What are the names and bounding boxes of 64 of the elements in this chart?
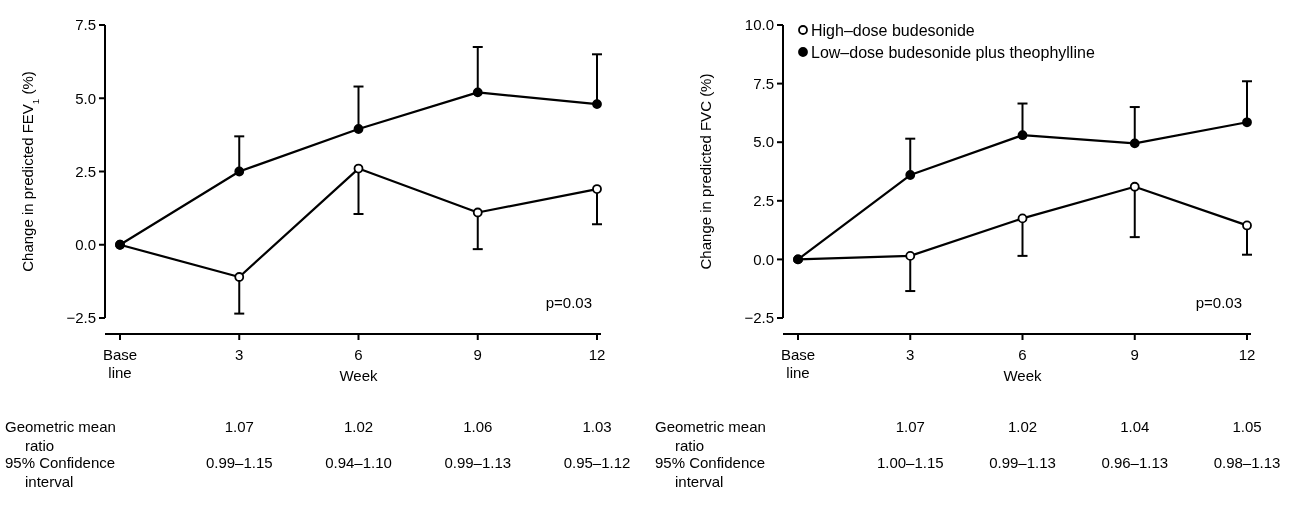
y-tick-label: 5.0 — [75, 89, 96, 107]
text: 0.94–1.10 — [325, 454, 392, 471]
point — [1129, 181, 1140, 192]
text: Geometric mean ratio — [655, 418, 766, 454]
point — [905, 250, 916, 261]
legend-label: Low–dose budesonide plus theophylline — [811, 43, 1095, 61]
text: 1.02 — [1007, 418, 1038, 435]
point — [472, 87, 483, 98]
point — [592, 184, 602, 194]
point — [234, 272, 245, 282]
y-tick-label: 7.5 — [75, 16, 96, 34]
x-axis-title: Week — [339, 367, 379, 384]
point — [1017, 213, 1028, 224]
y-tick-label: 2.5 — [753, 192, 774, 210]
point — [592, 99, 602, 110]
y-tick-label: 0.0 — [753, 250, 774, 268]
x-tick-label: Base line — [780, 346, 816, 381]
y-tick-label: −2.5 — [66, 309, 96, 327]
point — [1017, 130, 1028, 141]
x-tick-label: 12 — [588, 346, 606, 363]
legend-label: High–dose budesonide — [811, 21, 975, 39]
text: 95% Confidence interval — [655, 454, 766, 490]
text: 1.07 — [224, 418, 254, 435]
annotation: p=0.03 — [545, 294, 592, 311]
y-tick-label: −2.5 — [744, 309, 774, 327]
text: 0.99–1.13 — [989, 454, 1056, 471]
text: 0.98–1.13 — [1213, 454, 1281, 471]
text: 0.95–1.12 — [563, 454, 631, 471]
point — [1242, 117, 1252, 128]
x-tick-label: 3 — [235, 346, 244, 363]
text: 1.02 — [343, 418, 374, 435]
point — [234, 166, 245, 177]
y-tick-label: 7.5 — [753, 74, 774, 92]
x-tick-label: Base line — [102, 346, 138, 381]
y-tick-label: 0.0 — [75, 236, 96, 253]
text: 95% Confidence interval — [5, 454, 116, 490]
x-tick-label: 6 — [1018, 346, 1027, 363]
y-tick-label: 2.5 — [75, 162, 96, 180]
text: 0.99–1.13 — [444, 454, 512, 471]
text: 1.06 — [463, 418, 493, 435]
point — [353, 124, 364, 134]
text: 0.96–1.13 — [1101, 454, 1169, 471]
point — [1242, 220, 1252, 231]
text: 1.00–1.15 — [876, 454, 944, 471]
x-tick-label: 6 — [354, 346, 363, 363]
text: 0.99–1.15 — [205, 454, 273, 471]
text: 1.04 — [1120, 418, 1150, 435]
text: 1.03 — [582, 418, 612, 435]
point — [472, 207, 483, 218]
y-axis-title: Change in predicted FVC (%) — [697, 73, 714, 270]
annotation: p=0.03 — [1195, 294, 1242, 311]
x-tick-label: 9 — [1130, 346, 1139, 363]
text: 1.07 — [895, 418, 925, 435]
x-tick-label: 9 — [473, 346, 482, 363]
x-tick-label: 12 — [1238, 346, 1256, 363]
text: Geometric mean ratio — [5, 418, 116, 454]
y-tick-label: 5.0 — [753, 133, 774, 151]
point — [905, 170, 916, 180]
text: 1.05 — [1232, 418, 1262, 435]
y-tick-label: 10.0 — [744, 16, 774, 34]
point — [353, 163, 364, 174]
point — [1129, 138, 1140, 149]
x-axis-title: Week — [1003, 367, 1043, 384]
x-tick-label: 3 — [906, 346, 915, 363]
